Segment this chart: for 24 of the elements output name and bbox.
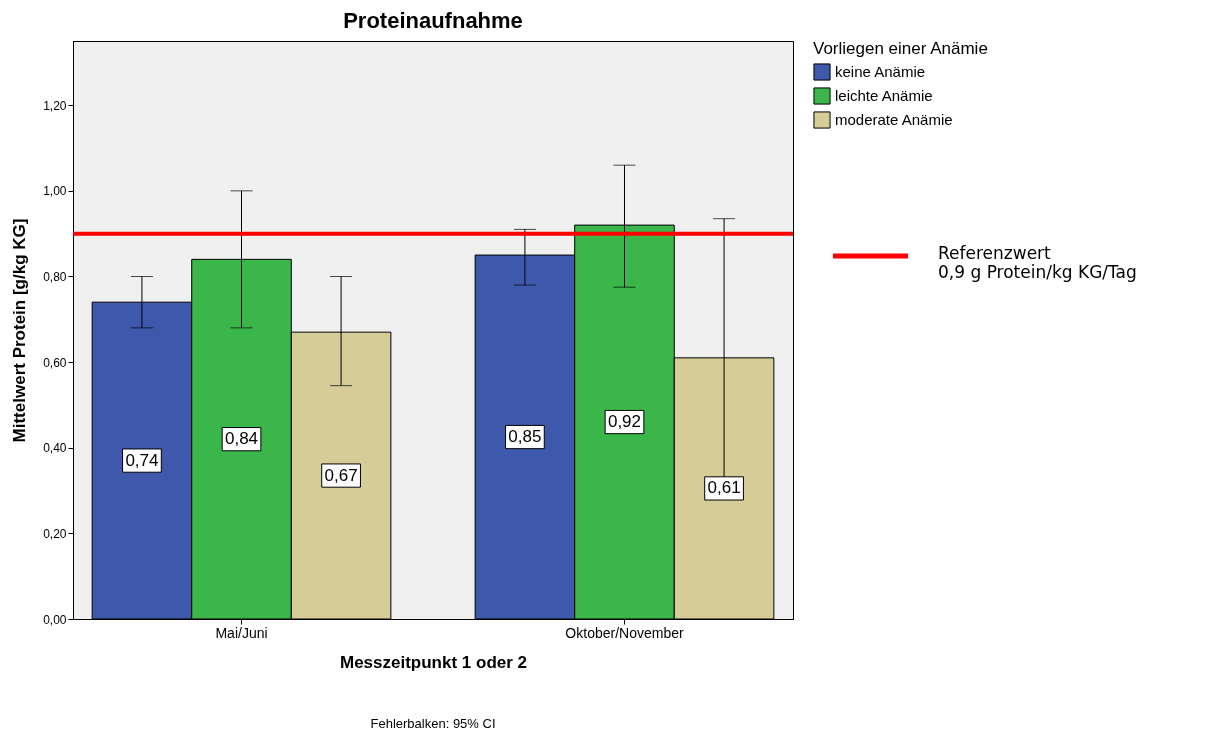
data-label: 0,85	[508, 427, 542, 447]
data-label: 0,74	[125, 450, 159, 470]
y-tick-label: 1,20	[43, 98, 67, 113]
x-tick-label: Oktober/November	[565, 624, 684, 641]
data-label: 0,67	[324, 465, 358, 485]
y-tick-label: 0,40	[43, 441, 67, 456]
y-tick-label: 0,60	[43, 355, 67, 370]
x-axis-title: Messzeitpunkt 1 oder 2	[339, 652, 528, 672]
x-tick-label: Mai/Juni	[215, 624, 268, 641]
legend-label: leichte Anämie	[835, 87, 933, 104]
text: Fehlerbalken: 95% CI	[370, 716, 496, 731]
y-axis-title: Mittelwert Protein [g/kg KG]	[10, 218, 30, 443]
y-tick-label: 0,00	[43, 612, 67, 627]
y-tick-label: 0,80	[43, 269, 67, 284]
legend-title: Vorliegen einer Anämie	[813, 39, 988, 58]
y-tick-label: 1,00	[43, 184, 67, 199]
legend-label: moderate Anämie	[835, 111, 953, 128]
chart-title: Proteinaufnahme	[343, 8, 523, 33]
data-label: 0,92	[607, 412, 642, 432]
legend-label: keine Anämie	[835, 63, 926, 80]
legend-label: Referenzwert 0,9 g Protein/kg KG/Tag	[938, 243, 1137, 282]
y-tick-label: 0,20	[43, 526, 67, 541]
data-label: 0,84	[224, 429, 259, 449]
data-label: 0,61	[707, 478, 741, 498]
